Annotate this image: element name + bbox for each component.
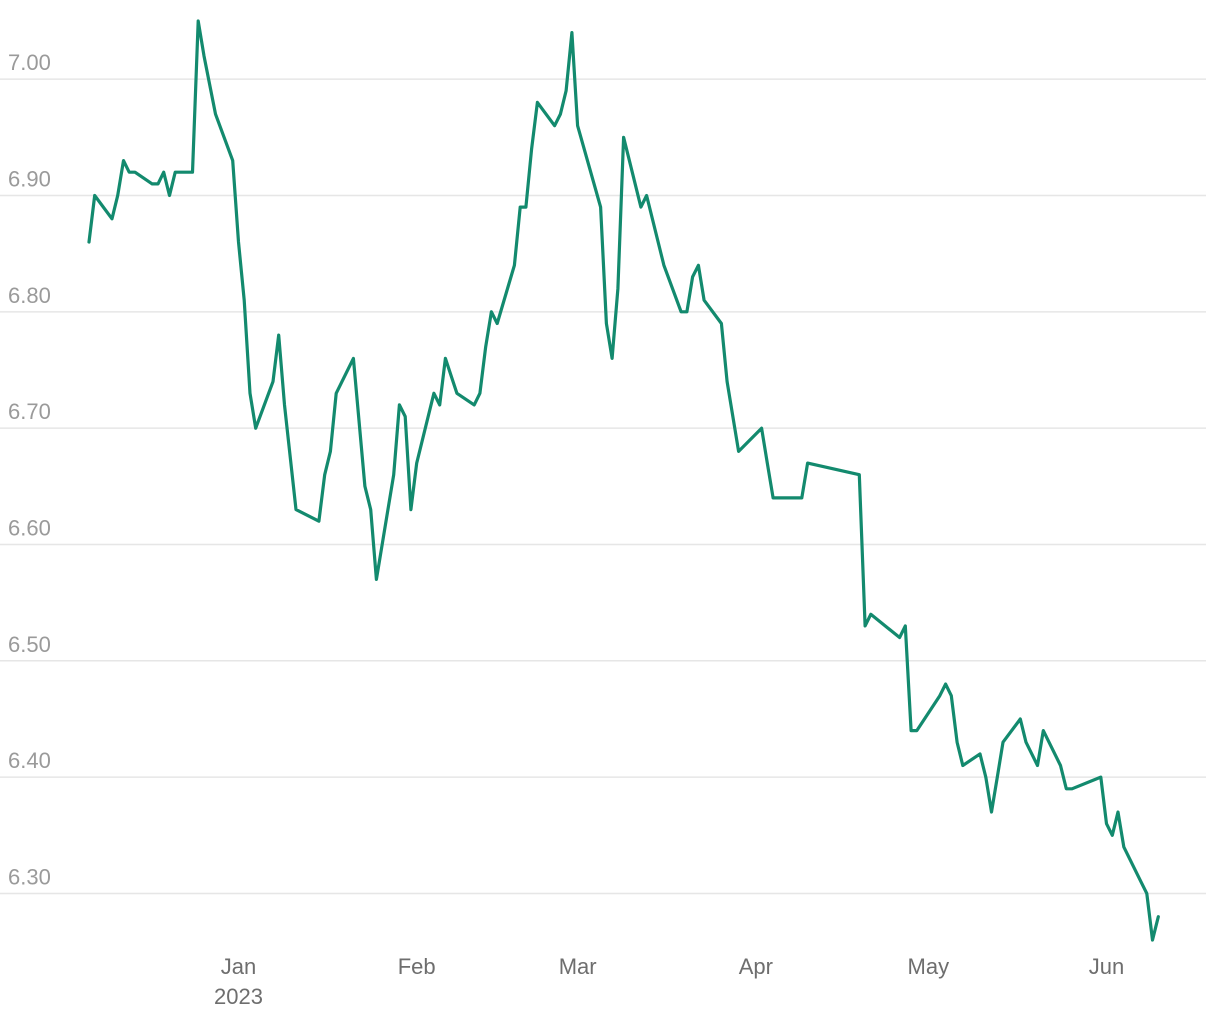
y-tick-label: 6.70	[8, 399, 51, 424]
gridlines	[0, 78, 1206, 895]
x-tick-label: Mar	[559, 954, 597, 979]
x-tick-label: Jun	[1089, 954, 1124, 979]
y-tick-label: 6.90	[8, 166, 51, 191]
y-axis: 6.30 6.40 6.50 6.60 6.70 6.80 6.90 7.00	[8, 50, 51, 889]
y-tick-label: 6.80	[8, 283, 51, 308]
x-tick-label: Feb	[398, 954, 436, 979]
x-axis: Jan 2023 Feb Mar Apr May Jun	[214, 954, 1124, 1009]
y-tick-label: 6.50	[8, 632, 51, 657]
x-tick-sublabel: 2023	[214, 984, 263, 1009]
series-line	[87, 19, 1160, 942]
series-layer	[87, 19, 1160, 942]
y-tick-label: 6.60	[8, 515, 51, 540]
x-tick-label: May	[908, 954, 950, 979]
y-tick-label: 7.00	[8, 50, 51, 75]
x-tick-label: Jan	[221, 954, 256, 979]
y-tick-label: 6.40	[8, 748, 51, 773]
x-tick-label: Apr	[739, 954, 773, 979]
y-tick-label: 6.30	[8, 864, 51, 889]
